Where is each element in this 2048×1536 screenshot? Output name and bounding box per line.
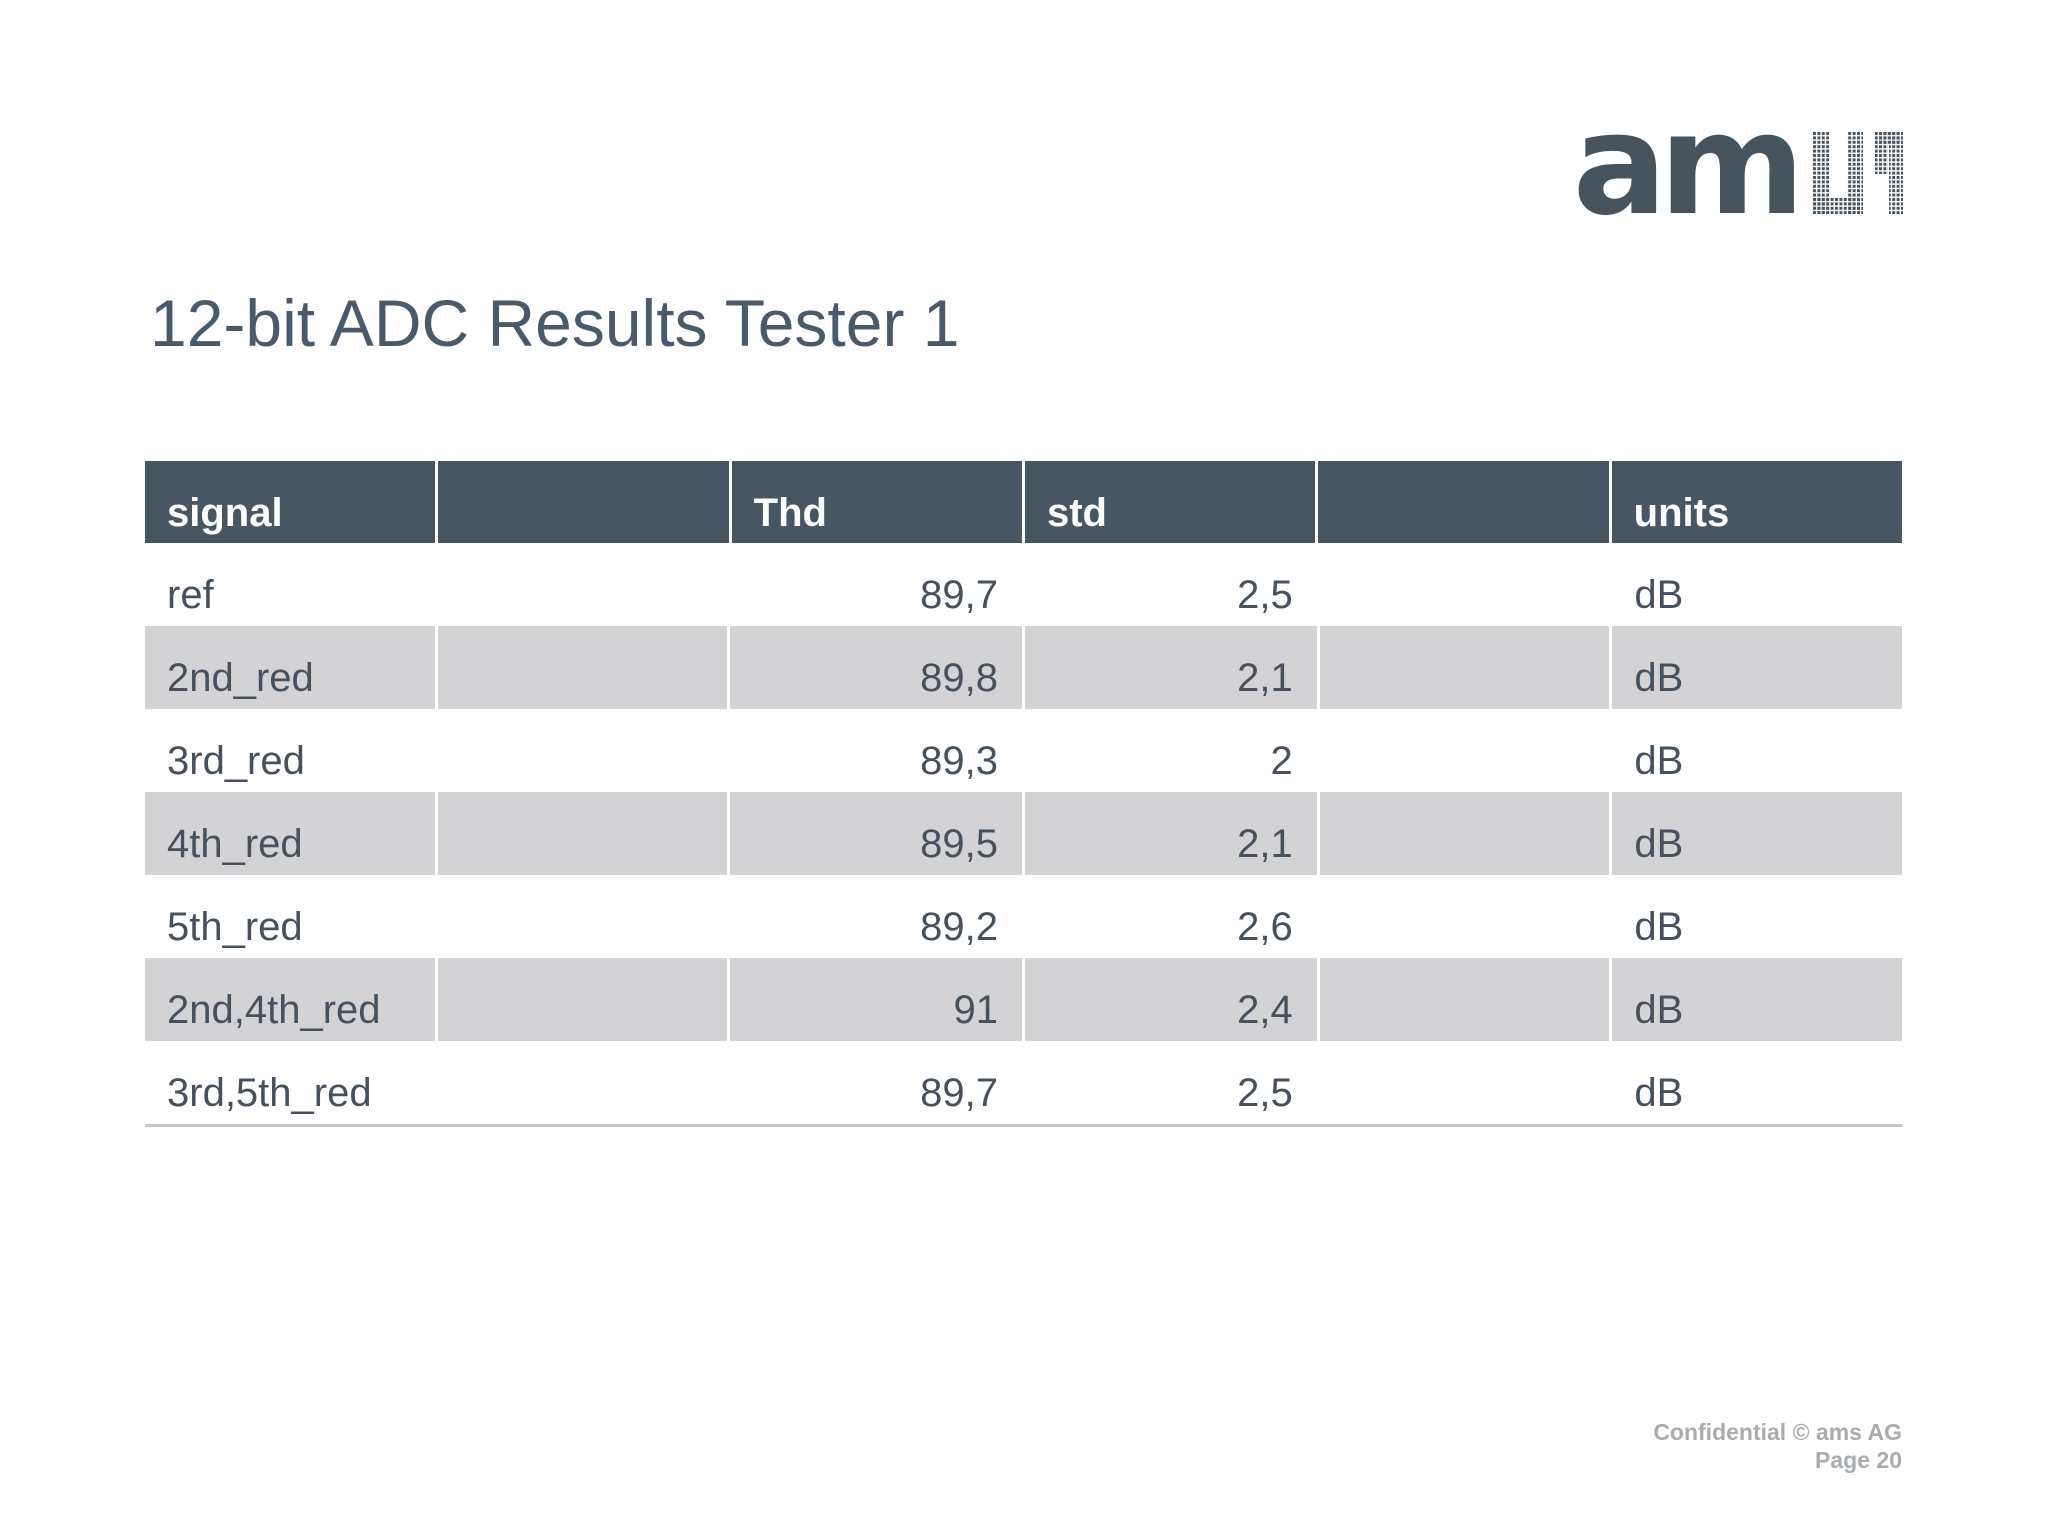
cell-col5 — [1316, 543, 1610, 626]
cell-col2 — [434, 709, 728, 792]
cell-std: 2 — [1022, 709, 1317, 792]
cell-signal: 3rd_red — [167, 739, 305, 783]
cell-units: dB — [1609, 543, 1902, 626]
cell-std: 2,5 — [1022, 1041, 1317, 1124]
table-header-row: signal Thd std units — [145, 461, 1902, 543]
cell-signal: 2nd_red — [167, 656, 314, 700]
cell-std: 2,4 — [1022, 958, 1317, 1041]
slide-footer: Confidential © ams AG Page 20 — [1653, 1418, 1902, 1474]
header-cell-units: units — [1608, 461, 1902, 543]
header-cell-Thd: Thd — [728, 461, 1022, 543]
cell-signal: 5th_red — [167, 905, 303, 949]
cell-thd: 89,8 — [727, 626, 1022, 709]
table-body: ref 89,7 2,5 dB 2nd_red 89,8 2,1 dB 3rd_red 89,3 2… — [145, 543, 1902, 1127]
cell-thd: 89,5 — [727, 792, 1022, 875]
cell-units: dB — [1609, 709, 1902, 792]
cell-col5 — [1316, 792, 1610, 875]
cell-units: dB — [1609, 1041, 1902, 1124]
cell-thd: 89,7 — [727, 543, 1022, 626]
cell-std: 2,1 — [1022, 626, 1317, 709]
cell-col5 — [1316, 626, 1610, 709]
cell-units: dB — [1609, 875, 1902, 958]
cell-col2 — [434, 875, 728, 958]
cell-col2 — [434, 1041, 728, 1124]
cell-std: 2,5 — [1022, 543, 1317, 626]
cell-col2 — [434, 958, 728, 1041]
header-cell-col2 — [435, 461, 728, 543]
cell-units: dB — [1609, 626, 1902, 709]
cell-thd: 89,2 — [727, 875, 1022, 958]
cell-std: 2,6 — [1022, 875, 1317, 958]
table-row: ref 89,7 2,5 dB — [145, 543, 1902, 626]
cell-units: dB — [1609, 958, 1902, 1041]
cell-signal: 2nd,4th_red — [167, 988, 381, 1032]
cell-col5 — [1316, 875, 1610, 958]
ams-logo-text: am — [1572, 84, 1805, 247]
table-row: 3rd_red 89,3 2 dB — [145, 709, 1902, 792]
cell-signal: ref — [167, 573, 214, 617]
cell-units: dB — [1609, 792, 1902, 875]
results-table: signal Thd std units ref 89,7 2,5 dB 2nd_red 89,… — [145, 461, 1902, 1127]
cell-col2 — [434, 543, 728, 626]
cell-col2 — [434, 626, 728, 709]
cell-signal: 4th_red — [167, 822, 303, 866]
header-cell-col5 — [1315, 461, 1608, 543]
cell-signal: 3rd,5th_red — [167, 1071, 372, 1115]
table-row: 5th_red 89,2 2,6 dB — [145, 875, 1902, 958]
header-cell-std: std — [1021, 461, 1315, 543]
cell-col5 — [1316, 709, 1610, 792]
footer-page-number: Page 20 — [1815, 1447, 1902, 1473]
page-title: 12-bit ADC Results Tester 1 — [150, 286, 960, 360]
cell-thd: 89,7 — [727, 1041, 1022, 1124]
table-row: 4th_red 89,5 2,1 dB — [145, 792, 1902, 875]
header-cell-signal: signal — [167, 491, 283, 535]
table-row: 3rd,5th_red 89,7 2,5 dB — [145, 1041, 1902, 1127]
cell-col2 — [434, 792, 728, 875]
ams-logo-dots-icon — [1813, 132, 1903, 214]
footer-confidential: Confidential © ams AG — [1653, 1419, 1902, 1445]
cell-col5 — [1316, 1041, 1610, 1124]
cell-std: 2,1 — [1022, 792, 1317, 875]
table-row: 2nd_red 89,8 2,1 dB — [145, 626, 1902, 709]
cell-thd: 89,3 — [727, 709, 1022, 792]
ams-logo: am — [1572, 84, 1903, 247]
cell-col5 — [1316, 958, 1610, 1041]
table-row: 2nd,4th_red 91 2,4 dB — [145, 958, 1902, 1041]
cell-thd: 91 — [727, 958, 1022, 1041]
